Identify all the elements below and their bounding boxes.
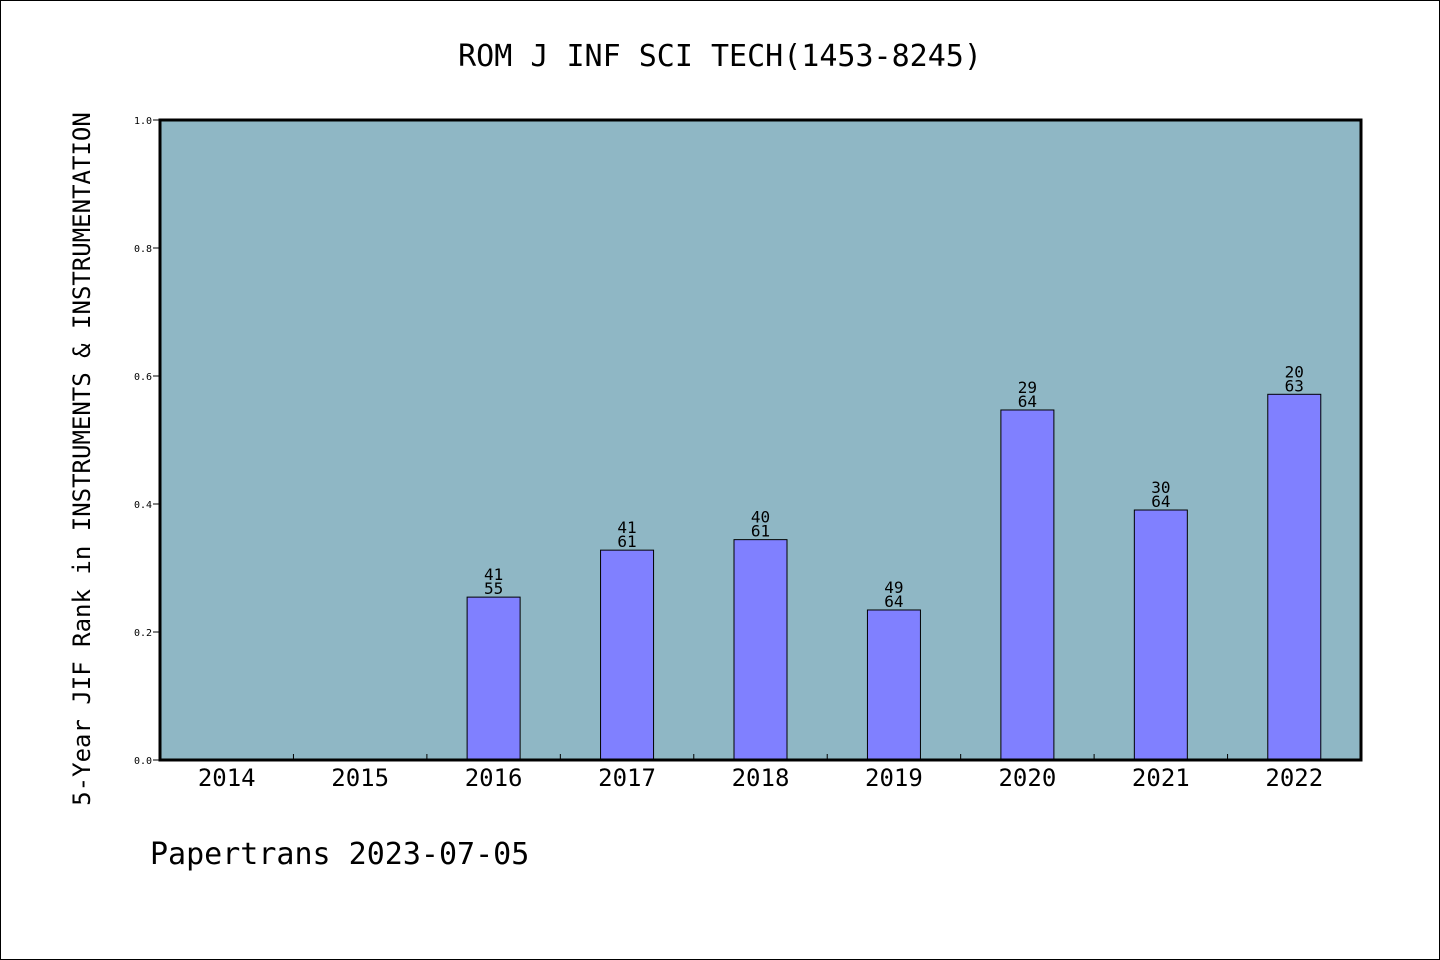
x-tick-label: 2021 [1132,764,1190,792]
x-tick-label: 2019 [865,764,923,792]
bar-label-total: 61 [751,522,770,541]
x-tick-label: 2022 [1265,764,1323,792]
bar-label-total: 63 [1285,376,1304,395]
y-tick-label: 0.2 [134,628,152,639]
bar-2018 [733,539,788,761]
y-tick-label: 0.0 [134,756,152,767]
bars [466,393,1322,761]
chart-title: ROM J INF SCI TECH(1453-8245) [458,39,982,74]
x-tick-label: 2017 [598,764,656,792]
y-axis-label: 5-Year JIF Rank in INSTRUMENTS & INSTRUM… [68,112,96,806]
x-tick-label: 2018 [732,764,790,792]
x-tick-label: 2015 [331,764,389,792]
bar-2019 [866,609,921,761]
bar-2020 [1000,409,1055,761]
bar-2021 [1133,509,1188,761]
y-tick-label: 1.0 [134,116,152,127]
x-tick-label: 2016 [465,764,523,792]
bar-label-total: 64 [884,592,903,611]
bar-2022 [1267,393,1322,761]
bar-label-total: 55 [484,579,503,598]
x-tick-label: 2020 [998,764,1056,792]
bar-label-rank: 29 [1018,378,1037,397]
bar-label-total: 64 [1151,492,1170,511]
plot-border [158,118,1363,762]
y-tick-label: 0.6 [134,372,152,383]
bar-label-total: 64 [1018,392,1037,411]
bar-label-rank: 40 [751,508,770,527]
bar-label-total: 61 [617,532,636,551]
bar-2017 [600,549,655,761]
y-axis-ticks: 0.0 0.2 0.4 0.6 0.8 1.0 [134,116,160,767]
bar-label-rank: 41 [484,565,503,584]
bar-label-rank: 41 [617,518,636,537]
y-tick-label: 0.8 [134,244,152,255]
bar-label-rank: 49 [884,578,903,597]
x-axis-ticks: 2014 2015 2016 2017 2018 2019 2020 2021 2022 [198,754,1323,792]
bar-label-rank: 30 [1151,478,1170,497]
bar-label-rank: 20 [1285,362,1304,381]
y-tick-label: 0.4 [134,500,152,511]
footer-text: Papertrans 2023-07-05 [150,837,529,872]
bar-2016 [466,596,521,761]
x-tick-label: 2014 [198,764,256,792]
